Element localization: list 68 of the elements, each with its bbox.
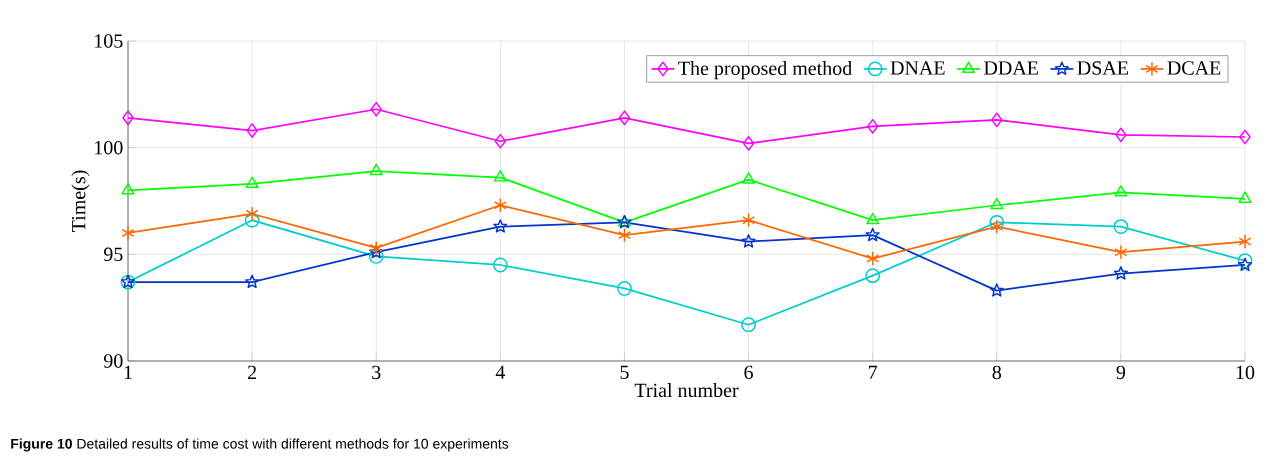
- y-tick-label: 100: [95, 140, 123, 155]
- point: [866, 212, 880, 225]
- legend-label: DSAE: [1077, 61, 1129, 75]
- point: [245, 206, 259, 222]
- point: [741, 234, 756, 248]
- text: Figure 10 Detailed results of time cost with different methods for 10 experiments: [11, 438, 509, 452]
- point: [369, 244, 384, 259]
- point: [617, 227, 631, 243]
- point: [244, 212, 260, 228]
- point: [991, 112, 1003, 128]
- legend-label: The proposed method: [678, 61, 852, 80]
- point: [369, 240, 383, 256]
- point: [122, 110, 134, 126]
- x-tick-label: 4: [495, 365, 506, 379]
- point: [742, 135, 755, 151]
- x-tick-label: 2: [248, 365, 257, 379]
- x-tick-label: 8: [992, 365, 1002, 380]
- point: [121, 225, 135, 241]
- point: [1238, 234, 1252, 249]
- x-tick-label: 6: [744, 365, 753, 380]
- point: [989, 283, 1004, 297]
- point: [1239, 129, 1251, 145]
- point: [121, 182, 135, 195]
- point: [865, 227, 880, 242]
- y-tick-label: 95: [103, 247, 123, 262]
- x-tick-label: 9: [1116, 365, 1126, 380]
- point: [1113, 219, 1129, 234]
- point: [741, 317, 756, 333]
- x-tick-label: 7: [868, 365, 878, 379]
- point: [1237, 257, 1253, 272]
- point: [1114, 185, 1128, 197]
- point: [617, 281, 632, 296]
- point: [865, 268, 881, 284]
- point: [493, 219, 508, 233]
- x-tick-label: 1: [124, 365, 132, 379]
- point: [742, 172, 756, 184]
- point: [493, 197, 507, 213]
- point: [1114, 244, 1128, 260]
- point: [1113, 266, 1128, 280]
- point: [492, 257, 508, 273]
- y-tick-label: 90: [103, 354, 123, 368]
- point: [1238, 191, 1252, 203]
- x-tick-label: 10: [1236, 365, 1255, 380]
- y-tick-label: 105: [95, 34, 123, 48]
- point: [1115, 127, 1127, 143]
- point: [866, 251, 880, 266]
- point: [370, 101, 382, 117]
- x-tick-label: 5: [620, 365, 629, 379]
- point: [1237, 253, 1253, 269]
- point: [245, 274, 260, 289]
- point: [866, 118, 879, 134]
- x-axis-title: Trial number: [634, 383, 739, 398]
- point: [245, 176, 259, 188]
- point: [493, 170, 507, 182]
- point: [246, 123, 258, 138]
- legend-label: DCAE: [1167, 61, 1221, 75]
- point: [369, 163, 383, 176]
- point: [368, 249, 384, 264]
- legend-label: DDAE: [984, 61, 1038, 75]
- legend-label: DNAE: [890, 61, 945, 75]
- y-axis-title: Time(s): [71, 170, 90, 232]
- point: [618, 110, 631, 126]
- point: [990, 219, 1004, 234]
- point: [742, 212, 756, 228]
- point: [989, 214, 1005, 230]
- point: [990, 197, 1004, 210]
- point: [494, 133, 507, 149]
- x-tick-label: 3: [372, 365, 381, 380]
